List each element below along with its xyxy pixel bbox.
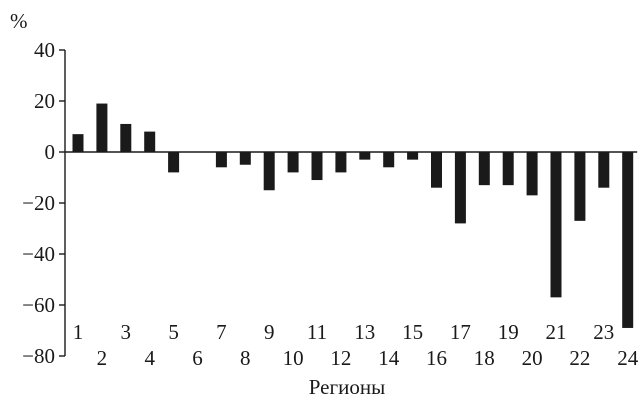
x-tick-label: 16 xyxy=(426,346,447,370)
x-tick-label: 15 xyxy=(402,320,423,344)
x-tick-label: 18 xyxy=(474,346,495,370)
bar-region-18 xyxy=(478,152,490,186)
x-tick-label: 8 xyxy=(240,346,251,370)
x-tick-label: 13 xyxy=(354,320,375,344)
bar-region-22 xyxy=(574,152,586,221)
bar-region-10 xyxy=(287,152,299,173)
x-tick-label: 2 xyxy=(97,346,108,370)
x-tick-label: 7 xyxy=(216,320,227,344)
x-tick-label: 1 xyxy=(73,320,84,344)
x-tick-label: 6 xyxy=(192,346,203,370)
y-tick-label: 0 xyxy=(45,140,56,164)
y-tick-label: −40 xyxy=(22,242,55,266)
x-tick-label: 3 xyxy=(121,320,132,344)
bar-region-9 xyxy=(263,152,275,191)
bar-region-4 xyxy=(144,131,156,152)
bar-region-16 xyxy=(431,152,442,188)
bar-region-8 xyxy=(239,152,251,165)
bar-region-7 xyxy=(215,152,227,168)
bar-region-3 xyxy=(120,123,132,152)
x-tick-label: 11 xyxy=(307,320,327,344)
y-axis: 40 20 0 −20 −40 −60 −80 xyxy=(22,38,638,368)
x-tick-label: 14 xyxy=(378,346,400,370)
x-tick-label: 5 xyxy=(168,320,179,344)
x-tick-label: 21 xyxy=(546,320,567,344)
bar-region-14 xyxy=(383,152,395,168)
bars-group xyxy=(72,103,634,328)
y-axis-unit-label: % xyxy=(10,9,28,33)
x-tick-label: 24 xyxy=(617,346,639,370)
x-tick-label: 22 xyxy=(569,346,590,370)
bar-region-13 xyxy=(359,152,371,160)
bar-region-11 xyxy=(311,152,323,181)
y-tick-label: −20 xyxy=(22,191,55,215)
bar-region-12 xyxy=(335,152,347,173)
bar-region-24 xyxy=(622,152,634,328)
y-tick-label: 20 xyxy=(34,89,55,113)
x-tick-label: 10 xyxy=(283,346,304,370)
bar-region-2 xyxy=(96,103,108,152)
x-axis-title: Регионы xyxy=(309,375,385,399)
bar-region-20 xyxy=(526,152,538,196)
x-tick-label: 20 xyxy=(522,346,543,370)
y-tick-label: −80 xyxy=(22,344,55,368)
x-tick-label: 4 xyxy=(144,346,155,370)
bar-region-1 xyxy=(72,134,84,152)
bar-region-17 xyxy=(454,152,466,224)
x-tick-label: 17 xyxy=(450,320,471,344)
x-tick-label: 9 xyxy=(264,320,275,344)
y-tick-label: −60 xyxy=(22,293,55,317)
x-tick-label: 19 xyxy=(498,320,519,344)
bar-region-5 xyxy=(168,152,180,173)
x-tick-label: 23 xyxy=(593,320,614,344)
bar-region-21 xyxy=(550,152,562,298)
bar-region-15 xyxy=(407,152,419,160)
y-tick-label: 40 xyxy=(34,38,55,62)
x-tick-label: 12 xyxy=(330,346,351,370)
bar-region-19 xyxy=(502,152,514,186)
bar-region-23 xyxy=(598,152,610,188)
